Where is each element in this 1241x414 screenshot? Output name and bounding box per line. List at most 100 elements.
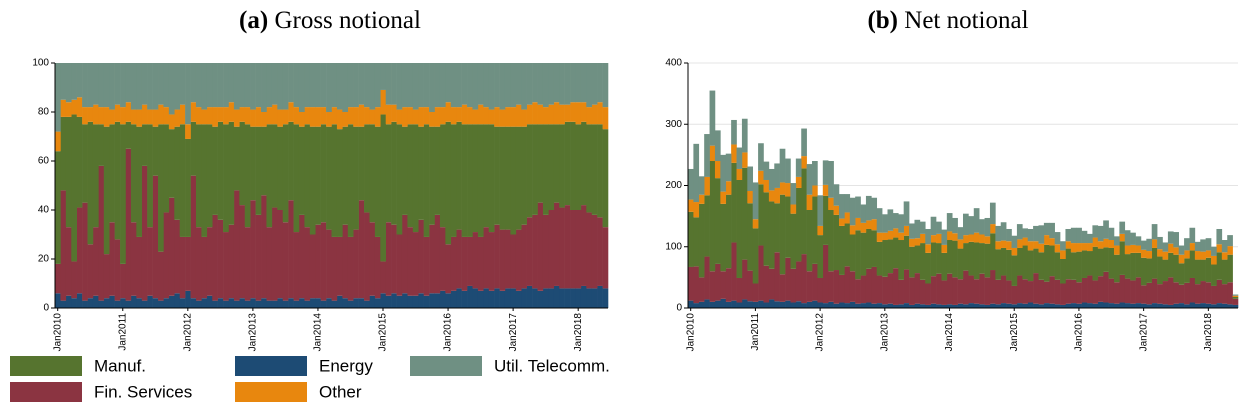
bar-segment (223, 63, 229, 108)
bar-segment (103, 254, 110, 299)
bar-segment (141, 63, 148, 105)
bar-segment (1076, 303, 1082, 308)
bar-segment (817, 195, 824, 226)
bar-segment (217, 121, 224, 220)
bar-segment (515, 63, 522, 105)
bar-segment (1205, 250, 1212, 258)
y-tick-label: 200 (665, 180, 682, 191)
bar-segment (979, 273, 985, 305)
bar-segment (1157, 249, 1163, 257)
bar-segment (930, 216, 937, 236)
bar-segment (779, 148, 786, 183)
bar-segment (1038, 252, 1045, 280)
bar-segment (71, 63, 77, 100)
bar-segment (849, 301, 856, 308)
bar-segment (548, 104, 555, 125)
bar-segment (1027, 281, 1034, 303)
bar-segment (228, 63, 235, 103)
bar-segment (467, 285, 473, 308)
bar-segment (586, 212, 593, 289)
bar-segment (342, 63, 349, 112)
bar-segment (720, 191, 727, 204)
bar-segment (774, 163, 780, 188)
bar-segment (244, 107, 251, 125)
bar-segment (741, 118, 748, 153)
bar-segment (714, 300, 721, 308)
bar-segment (774, 301, 780, 308)
bar-segment (130, 124, 137, 223)
bar-segment (1189, 250, 1196, 278)
bar-segment (714, 263, 721, 301)
bar-segment (812, 300, 818, 308)
bar-segment (412, 63, 419, 110)
bar-segment (271, 300, 278, 308)
bar-segment (82, 202, 88, 301)
bar-segment (968, 241, 975, 276)
y-tick-label: 60 (38, 156, 50, 167)
bar-segment (887, 303, 894, 308)
bar-segment (752, 283, 759, 302)
bar-segment (979, 243, 985, 274)
bar-segment (1232, 298, 1239, 305)
bar-segment (817, 225, 824, 236)
bar-segment (261, 126, 267, 196)
bar-segment (385, 295, 392, 308)
bar-segment (326, 112, 332, 127)
legend-swatch (10, 382, 82, 402)
bar-segment (494, 126, 500, 225)
bar-segment (849, 197, 856, 226)
bar-segment (461, 104, 468, 125)
bar-segment (217, 219, 224, 299)
bar-segment (418, 63, 424, 108)
bar-segment (1081, 230, 1088, 244)
bar-segment (559, 207, 565, 289)
x-tick-label: Jan2015 (378, 313, 389, 352)
legend-label: Other (319, 382, 362, 401)
bar-segment (315, 107, 321, 127)
bar-segment (293, 124, 300, 233)
bar-segment (1011, 255, 1018, 286)
bar-segment (309, 234, 316, 299)
bar-segment (963, 213, 969, 236)
bar-segment (488, 124, 495, 233)
bar-segment (179, 63, 186, 105)
bar-segment (1167, 304, 1174, 308)
bar-segment (223, 232, 229, 301)
bar-segment (288, 121, 294, 201)
bar-segment (1124, 303, 1131, 308)
bar-segment (494, 288, 500, 308)
bar-segment (892, 237, 899, 269)
bar-segment (1135, 252, 1142, 278)
bar-segment (223, 124, 229, 233)
bar-segment (758, 184, 764, 246)
bar-segment (898, 214, 904, 233)
bar-segment (266, 300, 273, 308)
bar-segment (450, 63, 457, 108)
bar-segment (87, 107, 94, 122)
bar-segment (1124, 245, 1131, 255)
bar-segment (865, 195, 872, 221)
bar-segment (315, 298, 321, 308)
bar-segment (1000, 275, 1007, 304)
bar-segment (822, 195, 829, 245)
bar-segment (261, 112, 267, 127)
bar-segment (483, 288, 490, 308)
bar-segment (860, 222, 867, 233)
bar-segment (860, 275, 867, 304)
bar-segment (1119, 233, 1126, 242)
bar-segment (822, 184, 829, 196)
bar-segment (741, 167, 748, 260)
bar-segment (87, 298, 94, 308)
bar-segment (892, 268, 899, 305)
bar-segment (1146, 282, 1153, 305)
bar-segment (741, 259, 748, 300)
bar-segment (358, 63, 365, 105)
bar-segment (125, 63, 132, 103)
bar-segment (1108, 303, 1115, 308)
bar-segment (936, 233, 942, 244)
bar-segment (195, 107, 202, 125)
bar-segment (968, 303, 975, 308)
bar-segment (1092, 303, 1099, 308)
bar-segment (844, 223, 851, 267)
bar-segment (477, 63, 484, 105)
